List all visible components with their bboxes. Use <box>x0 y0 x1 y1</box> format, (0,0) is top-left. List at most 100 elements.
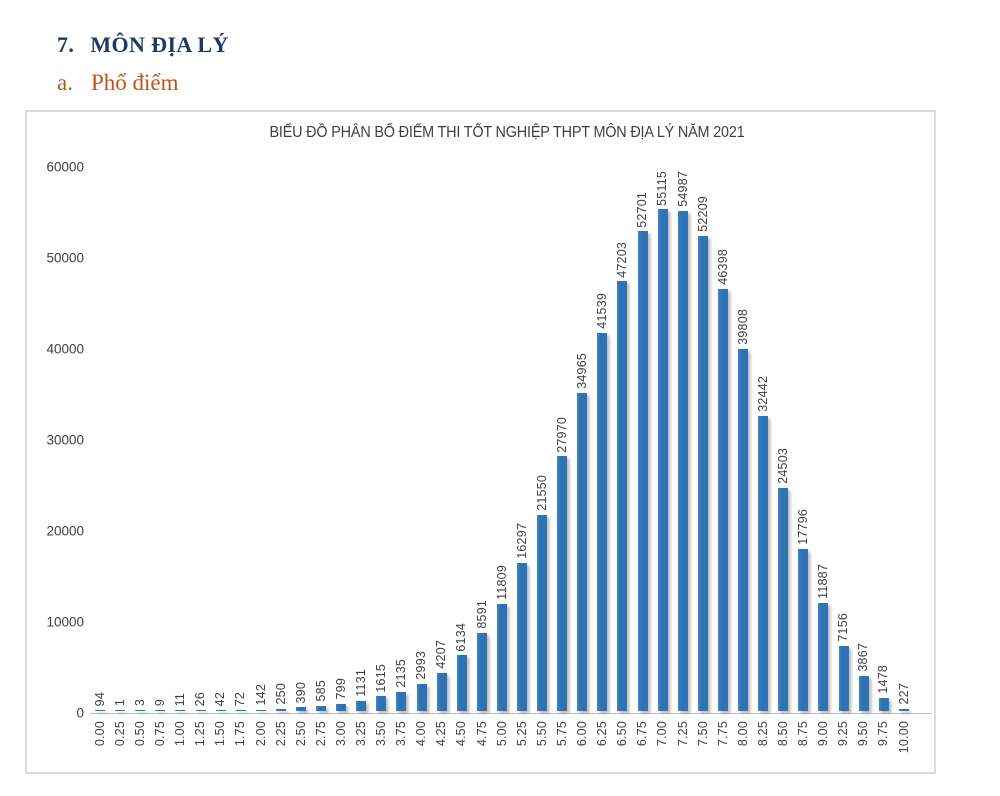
bar-column: 34965 <box>572 163 592 711</box>
bar-value-label: 32442 <box>755 376 770 412</box>
x-axis-tick: 6.50 <box>612 721 632 746</box>
bar <box>95 710 106 711</box>
x-axis-tick-label: 6.25 <box>595 721 610 747</box>
bar <box>818 602 829 711</box>
x-axis-tick-label: 0.75 <box>153 721 168 747</box>
bar-column: 6134 <box>452 163 472 711</box>
bar-column: 3867 <box>854 163 874 711</box>
x-axis-tick: 4.50 <box>452 721 472 746</box>
bar <box>577 392 588 711</box>
x-axis-tick: 3.75 <box>391 721 411 746</box>
bar-value-label: 3 <box>132 698 147 706</box>
x-axis-tick: 8.75 <box>793 721 813 746</box>
subsection-heading: a. Phổ điểm <box>57 70 179 96</box>
bar-value-label: 42 <box>213 691 228 706</box>
bar <box>697 235 708 711</box>
x-axis-tick-label: 2.00 <box>253 721 268 747</box>
x-axis-tick: 2.25 <box>271 721 291 746</box>
bar-column: 1615 <box>371 163 391 711</box>
x-axis-labels: 0.00 0.25 0.50 0.75 1.00 1.25 1.50 1.75 2.00 2.25… <box>90 721 916 753</box>
bar-column: 24503 <box>773 163 793 711</box>
bar <box>316 705 327 711</box>
y-axis: 0 10000 20000 30000 40000 50000 60000 <box>27 112 84 772</box>
bar <box>416 683 427 711</box>
x-axis-tick-label: 1.50 <box>213 721 228 747</box>
bar-value-label: 142 <box>253 684 268 706</box>
bar-value-label: 39808 <box>735 308 750 345</box>
bar <box>376 696 387 711</box>
x-axis-tick-label: 8.25 <box>755 721 770 747</box>
bar-column: 585 <box>311 163 331 711</box>
bar-value-label: 6134 <box>454 622 469 652</box>
x-axis-tick-label: 4.00 <box>414 721 429 747</box>
x-axis-tick: 9.00 <box>813 721 833 746</box>
x-axis-tick-label: 2.75 <box>313 721 328 747</box>
x-axis-tick: 2.75 <box>311 721 331 746</box>
x-axis-tick-label: 7.25 <box>675 721 690 747</box>
bar-value-label: 8591 <box>474 600 489 629</box>
x-axis-tick: 2.00 <box>251 721 271 746</box>
x-axis-tick: 3.50 <box>371 721 391 746</box>
x-axis-tick: 9.50 <box>854 721 874 746</box>
bar <box>215 710 226 711</box>
bar <box>758 415 769 711</box>
bar-column: 11887 <box>813 163 833 711</box>
x-axis-tick-label: 2.50 <box>293 721 308 747</box>
x-axis-tick-label: 6.50 <box>615 721 630 747</box>
bar-value-label: 27970 <box>554 416 569 453</box>
y-axis-tick-label: 60000 <box>46 159 84 175</box>
section-number: 7. <box>57 32 75 57</box>
bar-value-label: 52209 <box>695 196 710 232</box>
bar-value-label: 1131 <box>354 669 369 697</box>
chart-frame: BIỂU ĐỒ PHÂN BỐ ĐIỂM THI TỐT NGHIỆP THPT… <box>25 110 936 774</box>
bar-value-label: 26 <box>193 691 208 706</box>
x-axis-tick: 5.25 <box>512 721 532 746</box>
bar-value-label: 17796 <box>796 509 811 546</box>
bar-value-label: 72 <box>233 691 248 706</box>
x-axis-tick-label: 5.00 <box>494 721 509 747</box>
x-axis-tick-label: 1.00 <box>173 721 188 747</box>
x-axis-tick: 1.50 <box>211 721 231 746</box>
bar-column: 46398 <box>713 163 733 711</box>
x-axis-tick-label: 0.50 <box>132 721 147 747</box>
x-axis-tick-label: 4.50 <box>454 721 469 747</box>
x-axis-tick-label: 9.75 <box>876 721 891 747</box>
bar-value-label: 1478 <box>876 664 891 694</box>
bar-value-label: 799 <box>333 678 348 700</box>
y-axis-tick-label: 50000 <box>46 250 84 266</box>
bar-value-label: 2135 <box>394 658 409 688</box>
x-axis-tick: 0.75 <box>150 721 170 746</box>
y-axis-tick-label: 20000 <box>46 523 84 539</box>
bar-column: 39808 <box>733 163 753 711</box>
x-axis-tick-label: 3.25 <box>354 721 369 747</box>
bar-column: 11 <box>170 163 190 711</box>
y-axis-tick-label: 0 <box>76 705 84 721</box>
x-axis-tick-label: 9.50 <box>856 721 871 747</box>
subsection-letter: a. <box>57 70 73 95</box>
x-axis-tick: 8.00 <box>733 721 753 746</box>
x-axis-tick: 3.00 <box>331 721 351 746</box>
bar <box>356 700 367 711</box>
bar-value-label: 24503 <box>775 448 790 485</box>
bar-value-label: 1 <box>112 698 127 706</box>
bar <box>255 709 266 711</box>
x-axis-tick: 7.50 <box>693 721 713 746</box>
x-axis-tick: 4.25 <box>432 721 452 746</box>
x-axis-tick-label: 7.75 <box>715 721 730 747</box>
bar-column: 1 <box>110 163 130 711</box>
bar-column: 54987 <box>673 163 693 711</box>
bar-value-label: 34965 <box>575 353 590 389</box>
bar-value-label: 3867 <box>856 643 871 672</box>
bar <box>637 231 648 711</box>
x-axis-tick: 8.50 <box>773 721 793 746</box>
bar-value-label: 46398 <box>715 249 730 285</box>
bar-value-label: 94 <box>92 691 107 706</box>
bar-value-label: 11 <box>173 692 188 706</box>
bar <box>617 281 628 711</box>
x-axis-tick-label: 9.25 <box>836 721 851 747</box>
bar-column: 21550 <box>532 163 552 711</box>
bar-column: 72 <box>231 163 251 711</box>
bar-column: 1131 <box>351 163 371 711</box>
bar-column: 55115 <box>653 163 673 711</box>
x-axis-tick-label: 8.00 <box>735 721 750 747</box>
